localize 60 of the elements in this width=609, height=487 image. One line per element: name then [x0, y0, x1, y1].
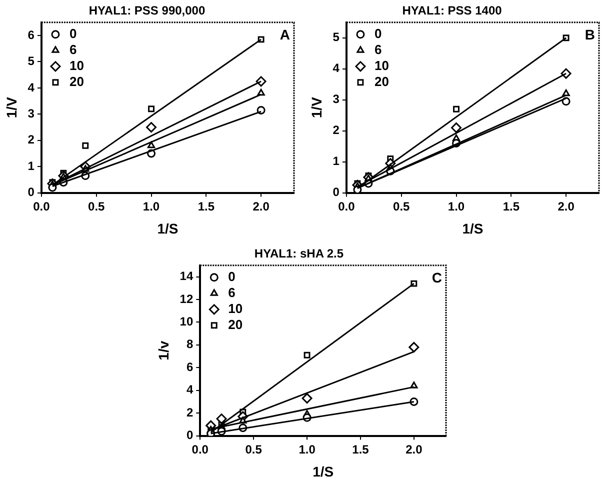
chart-title: HYAL1: PSS 990,000 [88, 4, 206, 18]
y-tick-label: 6 [28, 28, 35, 42]
y-tick-label: 10 [180, 314, 194, 329]
y-tick-label: 0 [186, 428, 194, 442]
x-tick-label: 2.0 [406, 442, 423, 456]
x-tick-label: 0.0 [338, 199, 356, 214]
y-tick-label: 1 [28, 158, 35, 173]
y-tick-label: 12 [180, 292, 194, 306]
y-tick-label: 8 [186, 337, 194, 352]
legend-label: 0 [69, 26, 77, 41]
y-tick-label: 3 [332, 92, 340, 106]
legend-label: 10 [228, 300, 243, 316]
x-tick-label: 1.5 [352, 442, 370, 456]
x-tick-label: 0.5 [88, 199, 106, 214]
y-tick-label: 6 [186, 360, 194, 374]
x-tick-label: 1.0 [142, 199, 160, 214]
legend-label: 20 [228, 316, 243, 332]
x-axis-title: 1/S [312, 463, 334, 480]
legend-label: 20 [69, 74, 84, 89]
y-axis-title: 1/v [155, 340, 172, 360]
x-tick-label: 0.0 [192, 442, 209, 456]
x-axis-title: 1/S [462, 220, 484, 236]
y-tick-label: 5 [28, 54, 35, 68]
annotation: A [280, 26, 290, 42]
legend-label: 10 [69, 58, 84, 73]
y-tick-label: 1 [332, 154, 340, 168]
y-axis-title: 1/V [3, 96, 20, 118]
x-tick-label: 2.0 [252, 199, 270, 214]
chart-title: HYAL1: PSS 1400 [402, 4, 502, 18]
legend-label: 20 [374, 74, 389, 89]
y-axis-title: 1/V [308, 96, 324, 118]
chart-title: HYAL1: sHA 2.5 [254, 246, 344, 261]
legend-label: 6 [69, 42, 77, 57]
y-tick-label: 0 [28, 185, 35, 200]
y-tick-label: 2 [28, 132, 35, 147]
y-tick-label: 2 [186, 405, 194, 420]
x-tick-label: 0.5 [245, 442, 262, 456]
legend-label: 6 [228, 284, 236, 300]
y-tick-label: 2 [332, 123, 340, 138]
annotation: B [584, 26, 595, 42]
x-tick-label: 1.0 [298, 442, 316, 456]
legend-label: 10 [374, 58, 389, 73]
x-tick-label: 2.0 [558, 199, 575, 214]
x-tick-label: 1.5 [502, 199, 520, 214]
annotation: C [432, 269, 442, 286]
y-tick-label: 4 [332, 61, 340, 76]
y-tick-label: 4 [186, 382, 194, 397]
legend-label: 6 [374, 42, 382, 57]
y-tick-label: 0 [332, 185, 340, 200]
x-axis-title: 1/S [157, 220, 178, 236]
y-tick-label: 14 [180, 269, 194, 284]
legend-label: 0 [374, 26, 382, 41]
legend-label: 0 [228, 268, 236, 284]
y-tick-label: 3 [28, 106, 35, 120]
x-tick-label: 1.0 [448, 199, 465, 214]
x-tick-label: 1.5 [198, 199, 215, 214]
y-tick-label: 4 [28, 80, 35, 94]
y-tick-label: 5 [332, 30, 340, 44]
x-tick-label: 0.5 [393, 199, 410, 214]
x-tick-label: 0.0 [33, 199, 50, 214]
